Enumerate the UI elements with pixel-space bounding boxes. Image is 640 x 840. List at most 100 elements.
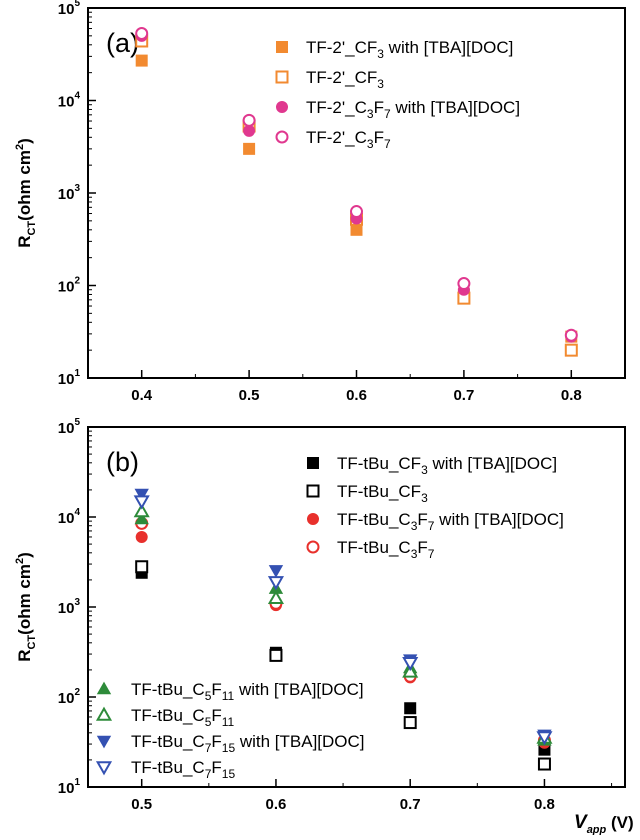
x-tick-label: 0.8 [534, 796, 555, 813]
legend-1: TF-tBu_C5F11 with [TBA][DOC] TF-tBu_C5F11… [95, 680, 365, 781]
y-tick-exp: 4 [74, 91, 80, 102]
legend-entry-label-sub2: 7 [428, 519, 435, 533]
x-tick-label: 0.7 [453, 387, 474, 404]
data-point [135, 54, 148, 67]
legend-entry-label: TF-2'_CF3 [306, 68, 384, 91]
legend-entry-label-text: TF-tBu_CF [337, 454, 421, 473]
legend-entry-label-mid: F [374, 98, 384, 117]
legend-entry-label-sub: 7 [205, 767, 212, 781]
y-tick-label: 103 [58, 183, 81, 203]
data-point [402, 657, 419, 672]
legend-entry-label-mid: F [417, 538, 427, 557]
legend-entry-label-sub: 3 [411, 519, 418, 533]
data-point [243, 142, 256, 155]
y-axis-title-rest: (ohm cm [15, 564, 34, 635]
y-tick-base: 10 [58, 600, 75, 617]
x-tick-label: 0.6 [346, 387, 367, 404]
y-axis-title-sup: 2 [14, 144, 26, 150]
x-tick-label: 0.5 [239, 387, 260, 404]
y-tick-label: 102 [58, 687, 81, 707]
legend-marker [307, 513, 319, 525]
panel-label: (b) [106, 447, 139, 477]
legend-entry-label: TF-tBu_C7F15 with [TBA][DOC] [131, 732, 365, 755]
legend-marker [307, 457, 319, 469]
legend-entry-label-text: TF-tBu_C [131, 680, 205, 699]
x-tick-label: 0.7 [400, 796, 421, 813]
legend-marker [275, 70, 289, 84]
y-tick-base: 10 [58, 690, 75, 707]
x-axis-title-sub: app [587, 824, 607, 835]
data-point [134, 511, 149, 525]
legend-entry-label-mid: F [211, 706, 221, 725]
y-tick-exp: 5 [74, 417, 80, 428]
legend-entry-label-text: TF-2'_CF [306, 38, 377, 57]
legend-entry-label-sub: 3 [421, 491, 428, 505]
y-axis-title-main: R [15, 236, 34, 248]
legend-entry-label-sub: 3 [421, 463, 428, 477]
data-point [133, 503, 150, 518]
series-0 [135, 566, 551, 756]
legend-entry-label-post: with [TBA][DOC] [434, 510, 563, 529]
legend-entry-label: TF-tBu_C7F15 [131, 758, 235, 781]
series-3 [135, 27, 578, 342]
data-point [564, 328, 578, 342]
y-tick-label: 102 [58, 276, 81, 296]
y-axis-title: RCT(ohm cm2) [14, 138, 38, 248]
legend-entry-label-text: TF-tBu_C [337, 510, 411, 529]
legend-entry-label-sub: 3 [367, 107, 374, 121]
plot-frame [87, 7, 626, 379]
data-point [350, 223, 363, 236]
y-axis-title-sup: 2 [14, 558, 26, 564]
legend-entry-label-text: TF-tBu_C [131, 758, 205, 777]
data-point [268, 565, 284, 578]
legend-entry-label-sub2: 11 [222, 689, 235, 703]
legend-entry-label-sub: 7 [205, 741, 212, 755]
y-tick-label: 101 [58, 777, 81, 797]
legend-marker [96, 735, 112, 749]
y-axis-title-main: R [15, 650, 34, 662]
x-tick-label: 0.4 [131, 387, 153, 404]
legend-marker [275, 130, 289, 144]
legend-entry-label-text: TF-2'_C [306, 98, 367, 117]
legend-entry-label-sub2: 7 [384, 137, 391, 151]
legend-entry-label: TF-tBu_CF3 [337, 482, 428, 505]
data-point [537, 757, 551, 771]
legend-entry-label-text: TF-2'_C [306, 128, 367, 147]
legend-0: TF-tBu_CF3 with [TBA][DOC]TF-tBu_CF3TF-t… [306, 454, 564, 561]
y-tick-base: 10 [58, 1, 75, 18]
data-point [243, 124, 256, 137]
legend-entry-label-text: TF-tBu_CF [337, 482, 421, 501]
series-7 [133, 495, 553, 746]
legend-entry-label-mid: F [211, 680, 221, 699]
legend-entry-label-sub2: 15 [222, 741, 236, 755]
data-point [403, 716, 417, 730]
legend-entry-label-post: with [TBA][DOC] [391, 98, 520, 117]
y-tick-exp: 3 [74, 183, 80, 194]
legend-marker [306, 484, 320, 498]
y-tick-base: 10 [58, 420, 75, 437]
y-tick-exp: 1 [74, 777, 80, 788]
legend-entry-label: TF-tBu_C5F11 [131, 706, 235, 729]
legend-entry-label-post: with [TBA][DOC] [384, 38, 513, 57]
data-point [242, 113, 256, 127]
legend-marker [276, 101, 288, 113]
data-point [536, 731, 553, 746]
legend-marker [96, 681, 112, 695]
legend-entry-label: TF-tBu_C3F7 with [TBA][DOC] [337, 510, 564, 533]
y-tick-exp: 3 [74, 597, 80, 608]
legend-entry-label-sub2: 15 [222, 767, 236, 781]
legend-entry-label-mid: F [211, 732, 221, 751]
y-tick-base: 10 [58, 780, 75, 797]
data-point [134, 488, 149, 502]
legend-entry-label-sub: 3 [377, 77, 384, 91]
legend-entry-label: TF-2'_C3F7 [306, 128, 391, 151]
y-tick-base: 10 [58, 371, 75, 388]
y-axis-title-sub: CT [26, 221, 38, 236]
y-tick-label: 103 [58, 597, 81, 617]
legend-entry-label-sub: 3 [367, 137, 374, 151]
y-tick-label: 101 [58, 368, 81, 388]
legend-entry-label: TF-tBu_C5F11 with [TBA][DOC] [131, 680, 364, 703]
legend-marker [306, 540, 320, 554]
